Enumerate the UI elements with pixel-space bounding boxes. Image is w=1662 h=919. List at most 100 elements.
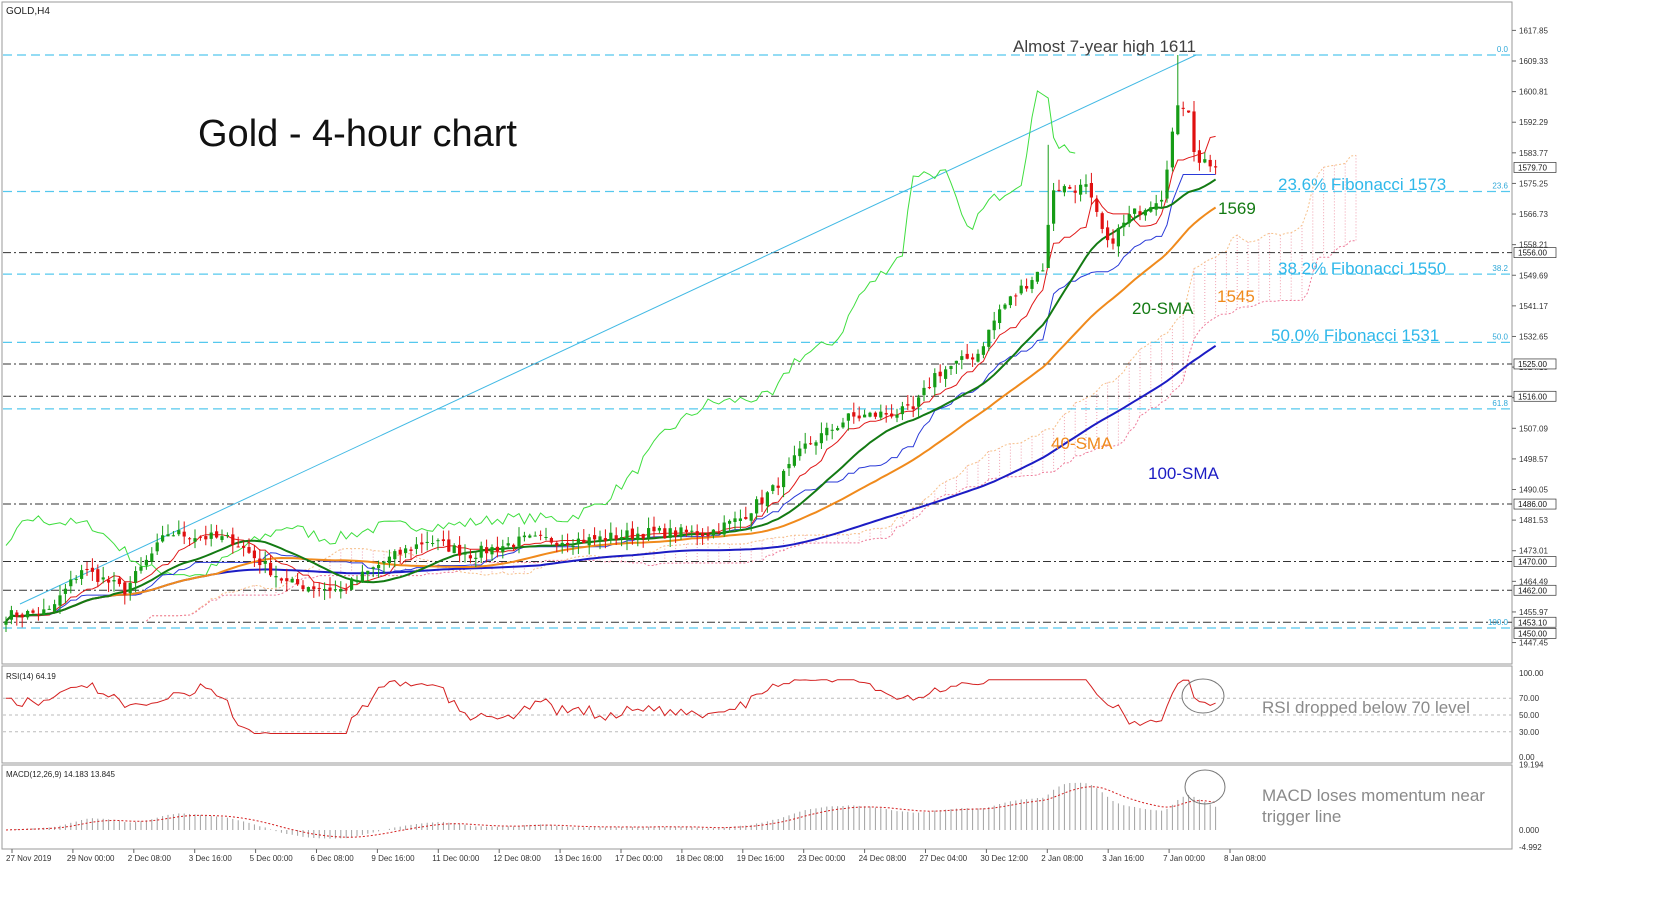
candle-body — [339, 588, 343, 592]
candle-body — [900, 406, 904, 415]
sma20-line — [5, 178, 1217, 622]
candle-body — [1014, 295, 1018, 297]
candle-body — [306, 587, 310, 592]
candle-body — [803, 443, 807, 449]
price-tick-label: 1481.53 — [1519, 516, 1548, 525]
candle-body — [668, 528, 672, 538]
candle-body — [922, 387, 926, 396]
fibonacci-levels: 0.0 23.6 38.2 50.0 61.8 100.0 — [3, 45, 1512, 629]
tenkan-sen — [5, 135, 1216, 622]
price-tick-label: 1549.69 — [1519, 271, 1548, 280]
candle-body — [555, 542, 559, 546]
candle-body — [36, 614, 40, 616]
price-panel-frame — [1, 1, 1513, 665]
candle-body — [749, 513, 753, 521]
time-tick-label: 12 Dec 08:00 — [493, 854, 541, 863]
rsi-axis-label: 0.00 — [1519, 753, 1535, 762]
macd-note-line1: MACD loses momentum near — [1262, 786, 1485, 805]
candle-body — [517, 536, 521, 547]
candle-body — [1008, 296, 1012, 306]
candle-body — [90, 567, 94, 572]
price-marker-label: 1453.10 — [1518, 618, 1547, 627]
candle-body — [792, 455, 796, 466]
candle-body — [53, 604, 57, 612]
candle-body — [252, 550, 256, 559]
high-annotation: Almost 7-year high 1611 — [1013, 37, 1196, 56]
candle-body — [695, 531, 699, 536]
candle-body — [134, 571, 138, 583]
candle-body — [495, 546, 499, 552]
candle-body — [603, 538, 607, 541]
candle-body — [328, 587, 332, 591]
chart-title: Gold - 4-hour chart — [198, 113, 517, 155]
candle-body — [965, 353, 969, 359]
candle-body — [846, 413, 850, 421]
candle-body — [1111, 238, 1115, 244]
candle-body — [1025, 286, 1029, 289]
candle-body — [312, 586, 316, 590]
candle-body — [809, 443, 813, 445]
candle-body — [1003, 304, 1007, 309]
candle-body — [625, 530, 629, 540]
candle-body — [944, 369, 948, 379]
candle-body — [647, 528, 651, 538]
candle-body — [830, 429, 834, 431]
candle-body — [755, 499, 759, 514]
candle-body — [474, 557, 478, 559]
time-tick-label: 23 Dec 00:00 — [798, 854, 846, 863]
candle-body — [706, 533, 710, 537]
price-marker-label: 1556.00 — [1518, 249, 1547, 258]
candle-body — [1073, 190, 1077, 193]
candle-body — [182, 531, 186, 537]
candle-body — [1187, 110, 1191, 113]
candle-body — [414, 544, 418, 549]
kijun-sen — [5, 174, 1216, 622]
candle-body — [884, 413, 888, 415]
candle-body — [814, 442, 818, 446]
candle-body — [717, 532, 721, 534]
time-tick-label: 27 Dec 04:00 — [920, 854, 968, 863]
candle-body — [657, 527, 661, 531]
candle-body — [566, 542, 570, 545]
candle-body — [506, 543, 510, 546]
macd-panel-frame — [1, 764, 1513, 850]
candle-body — [1143, 210, 1147, 216]
candle-body — [998, 309, 1002, 324]
price-marker-box — [1513, 628, 1557, 639]
candle-body — [933, 373, 937, 388]
candle-body — [69, 579, 73, 587]
candle-body — [1116, 228, 1120, 247]
candle-body — [609, 532, 613, 541]
candle-body — [247, 547, 251, 553]
candle-body — [927, 387, 931, 389]
price-tick-label: 1473.01 — [1519, 547, 1548, 556]
candle-body — [382, 561, 386, 564]
price-marker-label: 1470.00 — [1518, 558, 1547, 567]
candle-body — [198, 536, 202, 538]
candle-body — [954, 360, 958, 364]
candle-body — [4, 621, 8, 625]
candle-body — [1052, 190, 1056, 224]
candle-body — [1192, 111, 1196, 152]
ichimoku-cloud — [146, 154, 1357, 622]
candle-body — [614, 535, 618, 540]
candle-body — [1106, 227, 1110, 241]
candle-body — [522, 535, 526, 538]
candle-body — [404, 548, 408, 553]
fib382-label: 38.2% Fibonacci 1550 — [1278, 259, 1446, 278]
candle-body — [630, 528, 634, 539]
candle-body — [398, 549, 402, 555]
candle-body — [285, 578, 289, 582]
candle-body — [128, 582, 132, 593]
candle-body — [906, 404, 910, 406]
candle-body — [225, 535, 229, 537]
sma20-value-label: 1569 — [1218, 199, 1256, 218]
time-tick-label: 8 Jan 08:00 — [1224, 854, 1266, 863]
candle-body — [722, 522, 726, 535]
time-tick-label: 7 Jan 00:00 — [1163, 854, 1205, 863]
candle-body — [787, 463, 791, 469]
fibonacci-level-tag: 38.2 — [1492, 264, 1508, 273]
candle-body — [728, 520, 732, 524]
candlesticks — [4, 55, 1218, 633]
senkou-span-a — [146, 154, 1357, 622]
